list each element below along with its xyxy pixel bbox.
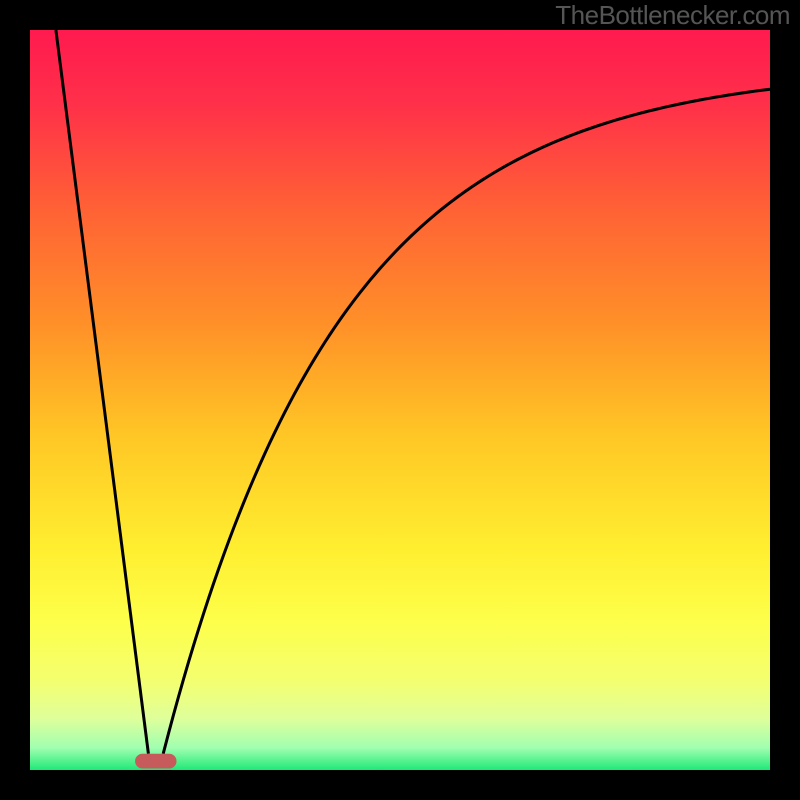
plot-background (30, 30, 770, 770)
watermark-text: TheBottlenecker.com (555, 0, 790, 31)
bottleneck-chart (0, 0, 800, 800)
optimal-marker (135, 754, 176, 769)
chart-container: TheBottlenecker.com (0, 0, 800, 800)
